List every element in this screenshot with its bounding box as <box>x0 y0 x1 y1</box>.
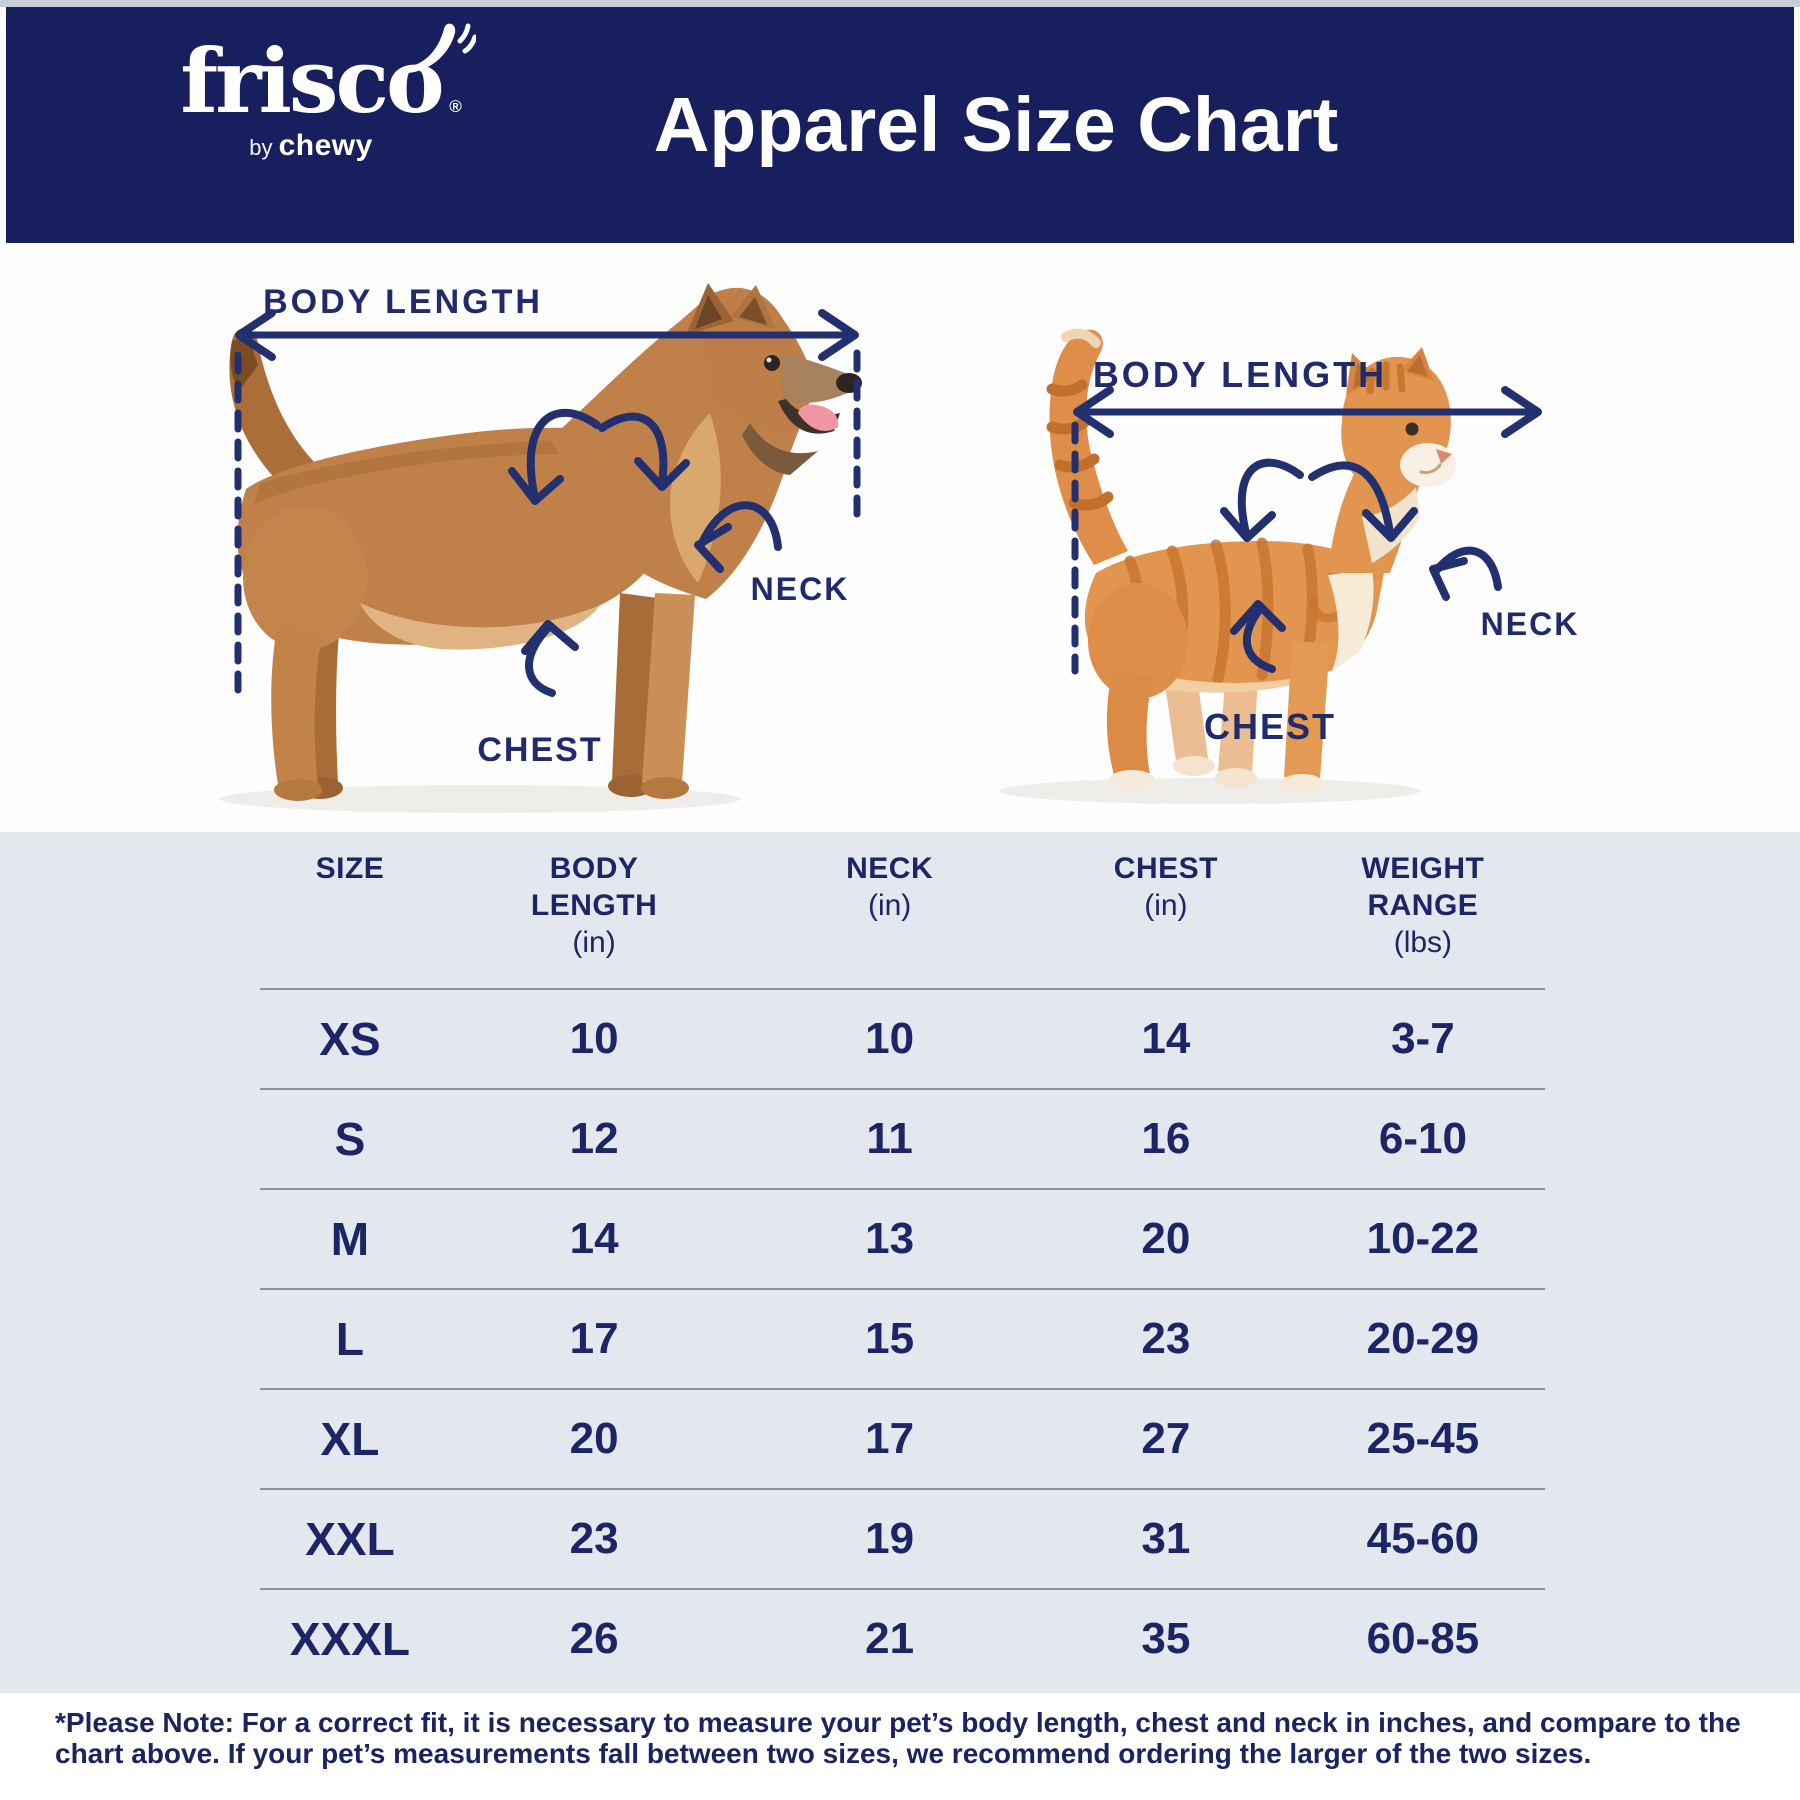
cat-girth-arrow-left-head-icon <box>1220 507 1276 542</box>
size-table: SIZE BODY LENGTH (in) NECK (in) CHEST (i… <box>260 850 1545 1688</box>
dog-neck-label: NECK <box>751 571 850 607</box>
cat-arrow-right-head-icon <box>1501 386 1542 438</box>
measurement-diagrams: BODY LENGTH NECK CHEST <box>0 243 1800 832</box>
cat-annotations: BODY LENGTH NECK CHEST <box>1071 354 1580 747</box>
cat-neck-arrow-head-icon <box>1429 557 1468 601</box>
column-header-size: SIZE <box>315 852 385 885</box>
top-border <box>0 0 1800 7</box>
table-row-xl: XL 20 17 27 25-45 <box>260 1388 1545 1488</box>
dog-girth-arrow-left-head-icon <box>508 467 564 505</box>
table-row-m: M 14 13 20 10-22 <box>260 1188 1545 1288</box>
cat-arrow-left-head-icon <box>1073 386 1114 438</box>
dog-girth-arrow-right <box>598 412 668 487</box>
cat-chest-arrow <box>1242 605 1276 673</box>
dog-body-length-label: BODY LENGTH <box>263 283 543 321</box>
logo-brand-text: frisco ® <box>180 23 476 125</box>
dog-neck-arrow <box>698 501 782 551</box>
dog-girth-arrow-right-head-icon <box>634 457 690 491</box>
table-row-xxxl: XXXL 26 21 35 60-85 <box>260 1588 1545 1688</box>
table-row-xs: XS 10 10 14 3-7 <box>260 988 1545 1088</box>
cat-chest-label: CHEST <box>1204 706 1336 747</box>
byline-chewy: chewy <box>278 129 373 162</box>
logo-horn-icon <box>405 23 476 74</box>
cat-girth-arrow-right <box>1308 461 1394 537</box>
logo-brand: frisco <box>180 29 444 133</box>
footnote-text: *Please Note: For a correct fit, it is n… <box>55 1707 1741 1769</box>
dog-neck-arrow-head-icon <box>694 523 732 573</box>
table-row-s: S 12 11 16 6-10 <box>260 1088 1545 1188</box>
column-header-neck: NECK (in) <box>846 852 934 922</box>
byline-by: by <box>249 135 273 160</box>
table-header-row: SIZE BODY LENGTH (in) NECK (in) CHEST (i… <box>260 850 1545 988</box>
header-banner: frisco ® by chewy Apparel Size Chart <box>6 7 1794 243</box>
cat-illustration <box>1000 328 1456 804</box>
dog-chest-arrow-head-icon <box>521 620 579 655</box>
frisco-logo: frisco ® by chewy <box>166 23 476 163</box>
table-row-l: L 17 15 23 20-29 <box>260 1288 1545 1388</box>
cat-girth-arrow-left <box>1237 458 1304 537</box>
registered-mark: ® <box>449 97 462 116</box>
cat-body-length-label: BODY LENGTH <box>1093 354 1387 395</box>
cat-girth-arrow-right-head-icon <box>1362 507 1418 542</box>
dog-arrow-left-head-icon <box>235 309 276 361</box>
dog-annotations: BODY LENGTH NECK CHEST <box>234 283 861 769</box>
page-title: Apparel Size Chart <box>653 81 1339 168</box>
cat-neck-label: NECK <box>1481 606 1580 642</box>
dog-girth-arrow-left <box>526 408 601 502</box>
size-table-section: SIZE BODY LENGTH (in) NECK (in) CHEST (i… <box>0 832 1800 1693</box>
column-header-body-length: BODY LENGTH (in) <box>530 852 658 959</box>
dog-illustration <box>220 283 862 813</box>
cat-measurement-diagram: BODY LENGTH NECK CHEST <box>1000 328 1580 804</box>
table-row-xxl: XXL 23 19 31 45-60 <box>260 1488 1545 1588</box>
footnote-section: *Please Note: For a correct fit, it is n… <box>0 1693 1800 1800</box>
dog-arrow-right-head-icon <box>818 309 859 361</box>
column-header-chest: CHEST (in) <box>1113 852 1218 922</box>
dog-measurement-diagram: BODY LENGTH NECK CHEST <box>220 283 862 813</box>
dog-chest-label: CHEST <box>477 731 602 769</box>
column-header-weight-range: WEIGHT RANGE (lbs) <box>1361 852 1485 959</box>
cat-chest-arrow-head-icon <box>1230 600 1286 635</box>
logo-byline: by chewy <box>166 129 456 163</box>
